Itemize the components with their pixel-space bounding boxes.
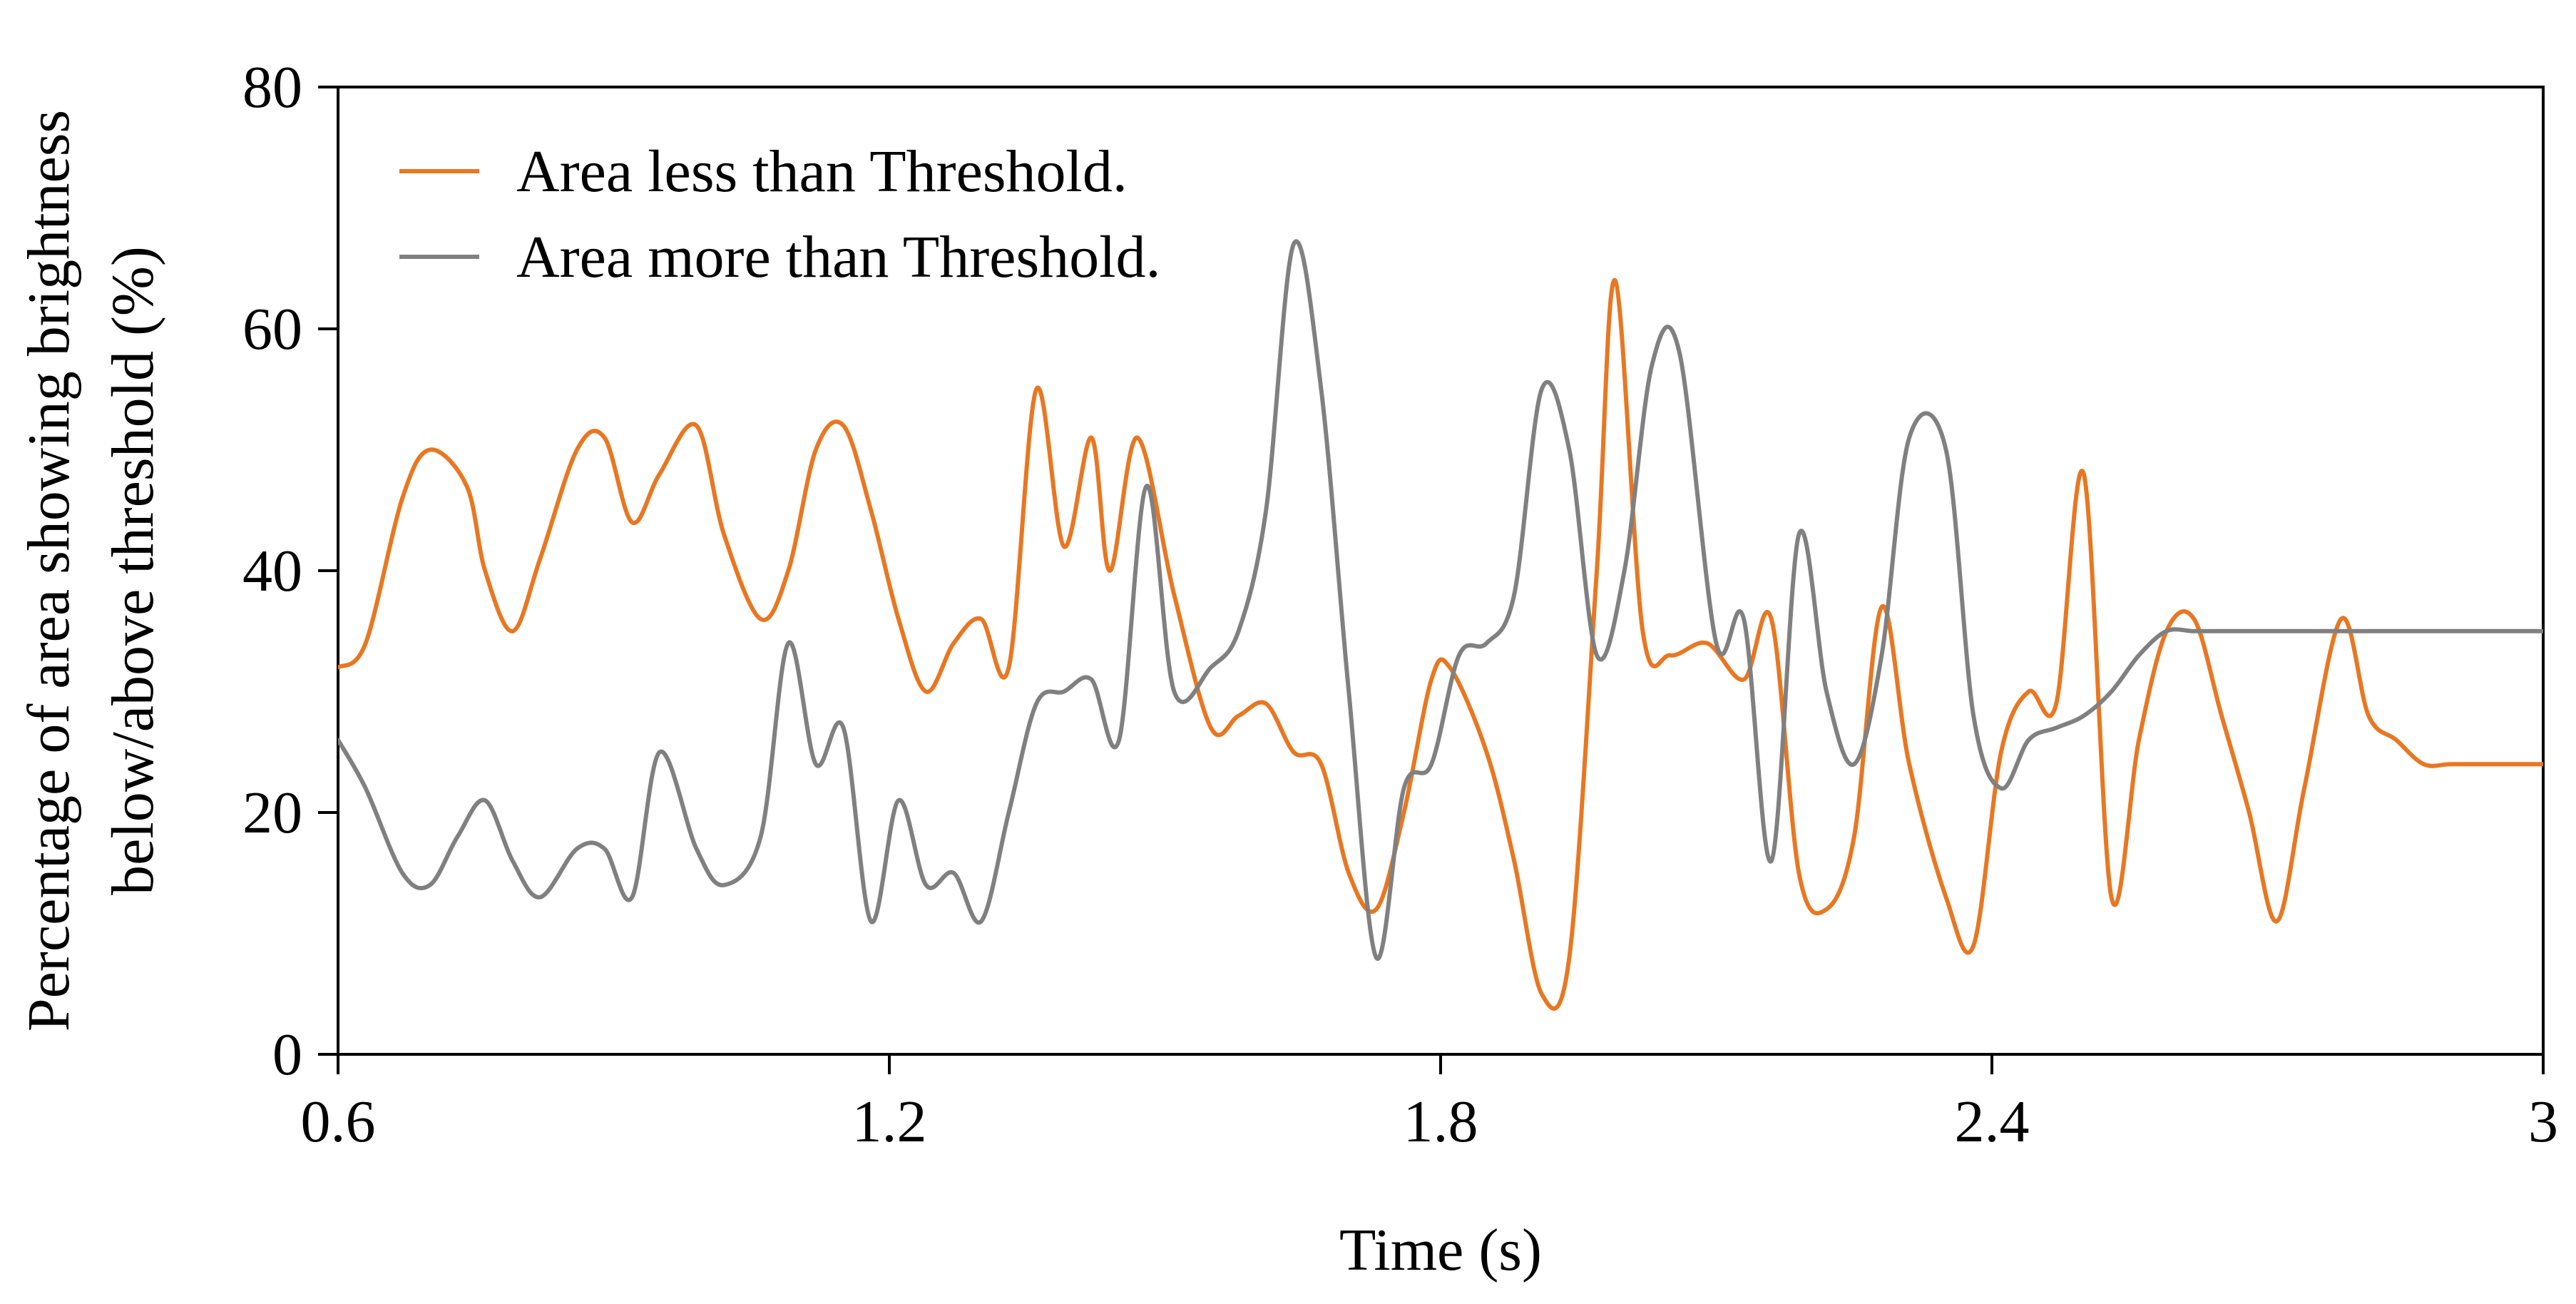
y-tick-label: 0 [272, 1022, 302, 1088]
x-tick-label: 0.6 [301, 1089, 376, 1155]
y-axis-title-line2: below/above threshold (%) [100, 246, 166, 895]
x-axis-title: Time (s) [1339, 1217, 1542, 1283]
series-line-area-less-than-threshold [338, 278, 2543, 1011]
series-layer [338, 239, 2543, 1011]
series-line-area-more-than-threshold [338, 239, 2543, 962]
x-axis: 0.6 1.2 1.8 2.4 3 [301, 1054, 2558, 1155]
legend-label: Area more than Threshold. [516, 224, 1161, 290]
x-tick-label: 1.8 [1404, 1089, 1478, 1155]
legend: Area less than Threshold. Area more than … [399, 138, 1161, 290]
y-axis-title: Percentage of area showing brightness be… [16, 110, 166, 1032]
x-tick-label: 2.4 [1955, 1089, 2030, 1155]
y-tick-label: 20 [242, 780, 302, 846]
y-tick-label: 80 [242, 54, 302, 121]
legend-label: Area less than Threshold. [516, 138, 1128, 205]
y-tick-label: 40 [242, 538, 302, 604]
y-tick-label: 60 [242, 296, 302, 362]
y-axis: 0 20 40 60 80 [242, 54, 338, 1088]
x-tick-label: 1.2 [852, 1089, 927, 1155]
y-axis-title-line1: Percentage of area showing brightness [16, 110, 82, 1032]
x-tick-label: 3 [2528, 1089, 2558, 1155]
